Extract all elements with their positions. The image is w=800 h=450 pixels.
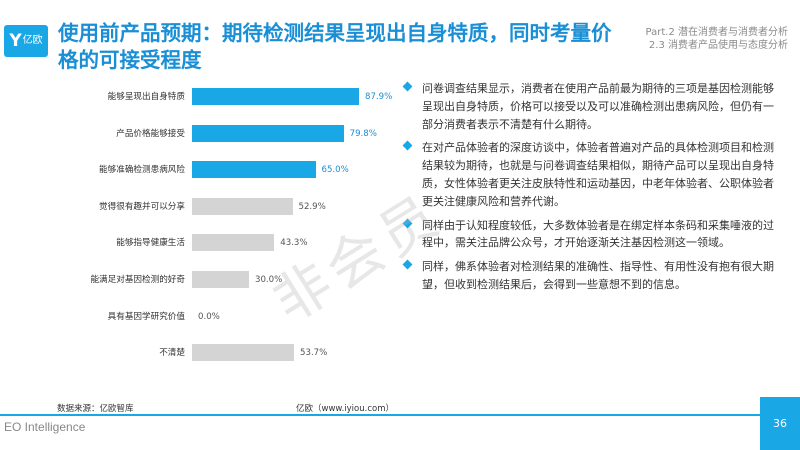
bar-label: 不清楚 (159, 348, 185, 359)
insight-item: 问卷调查结果显示，消费者在使用产品前最为期待的三项是基因检测能够呈现出自身特质，… (400, 80, 780, 133)
bar-label: 能满足对基因检测的好奇 (90, 275, 185, 285)
bar-value-label: 87.9% (365, 92, 393, 102)
bar-label: 能够准确检测患病风险 (99, 165, 185, 176)
bar (192, 271, 249, 288)
bar-label: 觉得很有趣并可以分享 (99, 201, 185, 212)
bar-value-label: 30.0% (255, 275, 283, 285)
page-title: 使用前产品预期：期待检测结果呈现出自身特质，同时考量价格的可接受程度 (58, 21, 612, 72)
diamond-bullet-icon (402, 140, 414, 152)
bar (192, 344, 295, 362)
diamond-bullet-icon (402, 218, 414, 230)
insight-text: 在对产品体验者的深度访谈中，体验者普遍对产品的具体检测项目和检测结果较为期待，也… (422, 141, 774, 208)
brand-name: EO Intelligence (4, 420, 86, 434)
insight-text: 同样，佛系体验者对检测结果的准确性、指导性、有用性没有抱有很大期望，但收到检测结… (422, 260, 774, 291)
bar-label: 具有基因学研究价值 (107, 311, 185, 322)
bar (192, 161, 316, 179)
insight-item: 同样，佛系体验者对检测结果的准确性、指导性、有用性没有抱有很大期望，但收到检测结… (400, 258, 780, 294)
logo: Y 亿欧 (4, 25, 48, 57)
diamond-bullet-icon (402, 81, 414, 93)
bar-label: 能够指导健康生活 (116, 238, 185, 249)
insight-item: 同样由于认知程度较低，大多数体验者是在绑定样本条码和采集唾液的过程中，需关注品牌… (400, 217, 780, 253)
insight-text: 问卷调查结果显示，消费者在使用产品前最为期待的三项是基因检测能够呈现出自身特质，… (422, 82, 774, 131)
section-breadcrumb: Part.2 潜在消费者与消费者分析 2.3 消费者产品使用与态度分析 (646, 26, 788, 52)
bar-value-label: 65.0% (321, 165, 349, 176)
part-line-1: Part.2 潜在消费者与消费者分析 (645, 27, 788, 38)
insight-item: 在对产品体验者的深度访谈中，体验者普遍对产品的具体检测项目和检测结果较为期待，也… (400, 139, 780, 210)
logo-mark: Y (9, 30, 22, 51)
diamond-bullet-icon (402, 259, 414, 271)
bar-value-label: 0.0% (198, 311, 220, 322)
insight-text: 同样由于认知程度较低，大多数体验者是在绑定样本条码和采集唾液的过程中，需关注品牌… (422, 218, 774, 250)
logo-text: 亿欧 (22, 35, 43, 46)
data-source: 数据来源：亿欧智库 (57, 404, 134, 414)
part-line-2: 2.3 消费者产品使用与态度分析 (648, 40, 788, 51)
page-number: 36 (760, 397, 800, 450)
footer-divider (0, 414, 760, 416)
insight-list: 问卷调查结果显示，消费者在使用产品前最为期待的三项是基因检测能够呈现出自身特质，… (400, 80, 780, 300)
site-credit: 亿欧（www.iyiou.com） (296, 404, 394, 414)
bar-value-label: 43.3% (280, 238, 308, 249)
bar-value-label: 79.8% (349, 128, 377, 139)
bar-chart: 能够呈现出自身特质 87.9% 产品价格能够接受 79.8% 能够准确检测患病风险 65.… (0, 88, 400, 388)
bar (192, 234, 275, 252)
bar-value-label: 52.9% (298, 201, 326, 212)
bar-label: 产品价格能够接受 (116, 128, 185, 139)
bar (192, 124, 344, 142)
bar-label: 能够呈现出自身特质 (107, 92, 185, 102)
bar-value-label: 53.7% (300, 348, 328, 359)
bar (192, 197, 293, 215)
bar (192, 88, 359, 105)
